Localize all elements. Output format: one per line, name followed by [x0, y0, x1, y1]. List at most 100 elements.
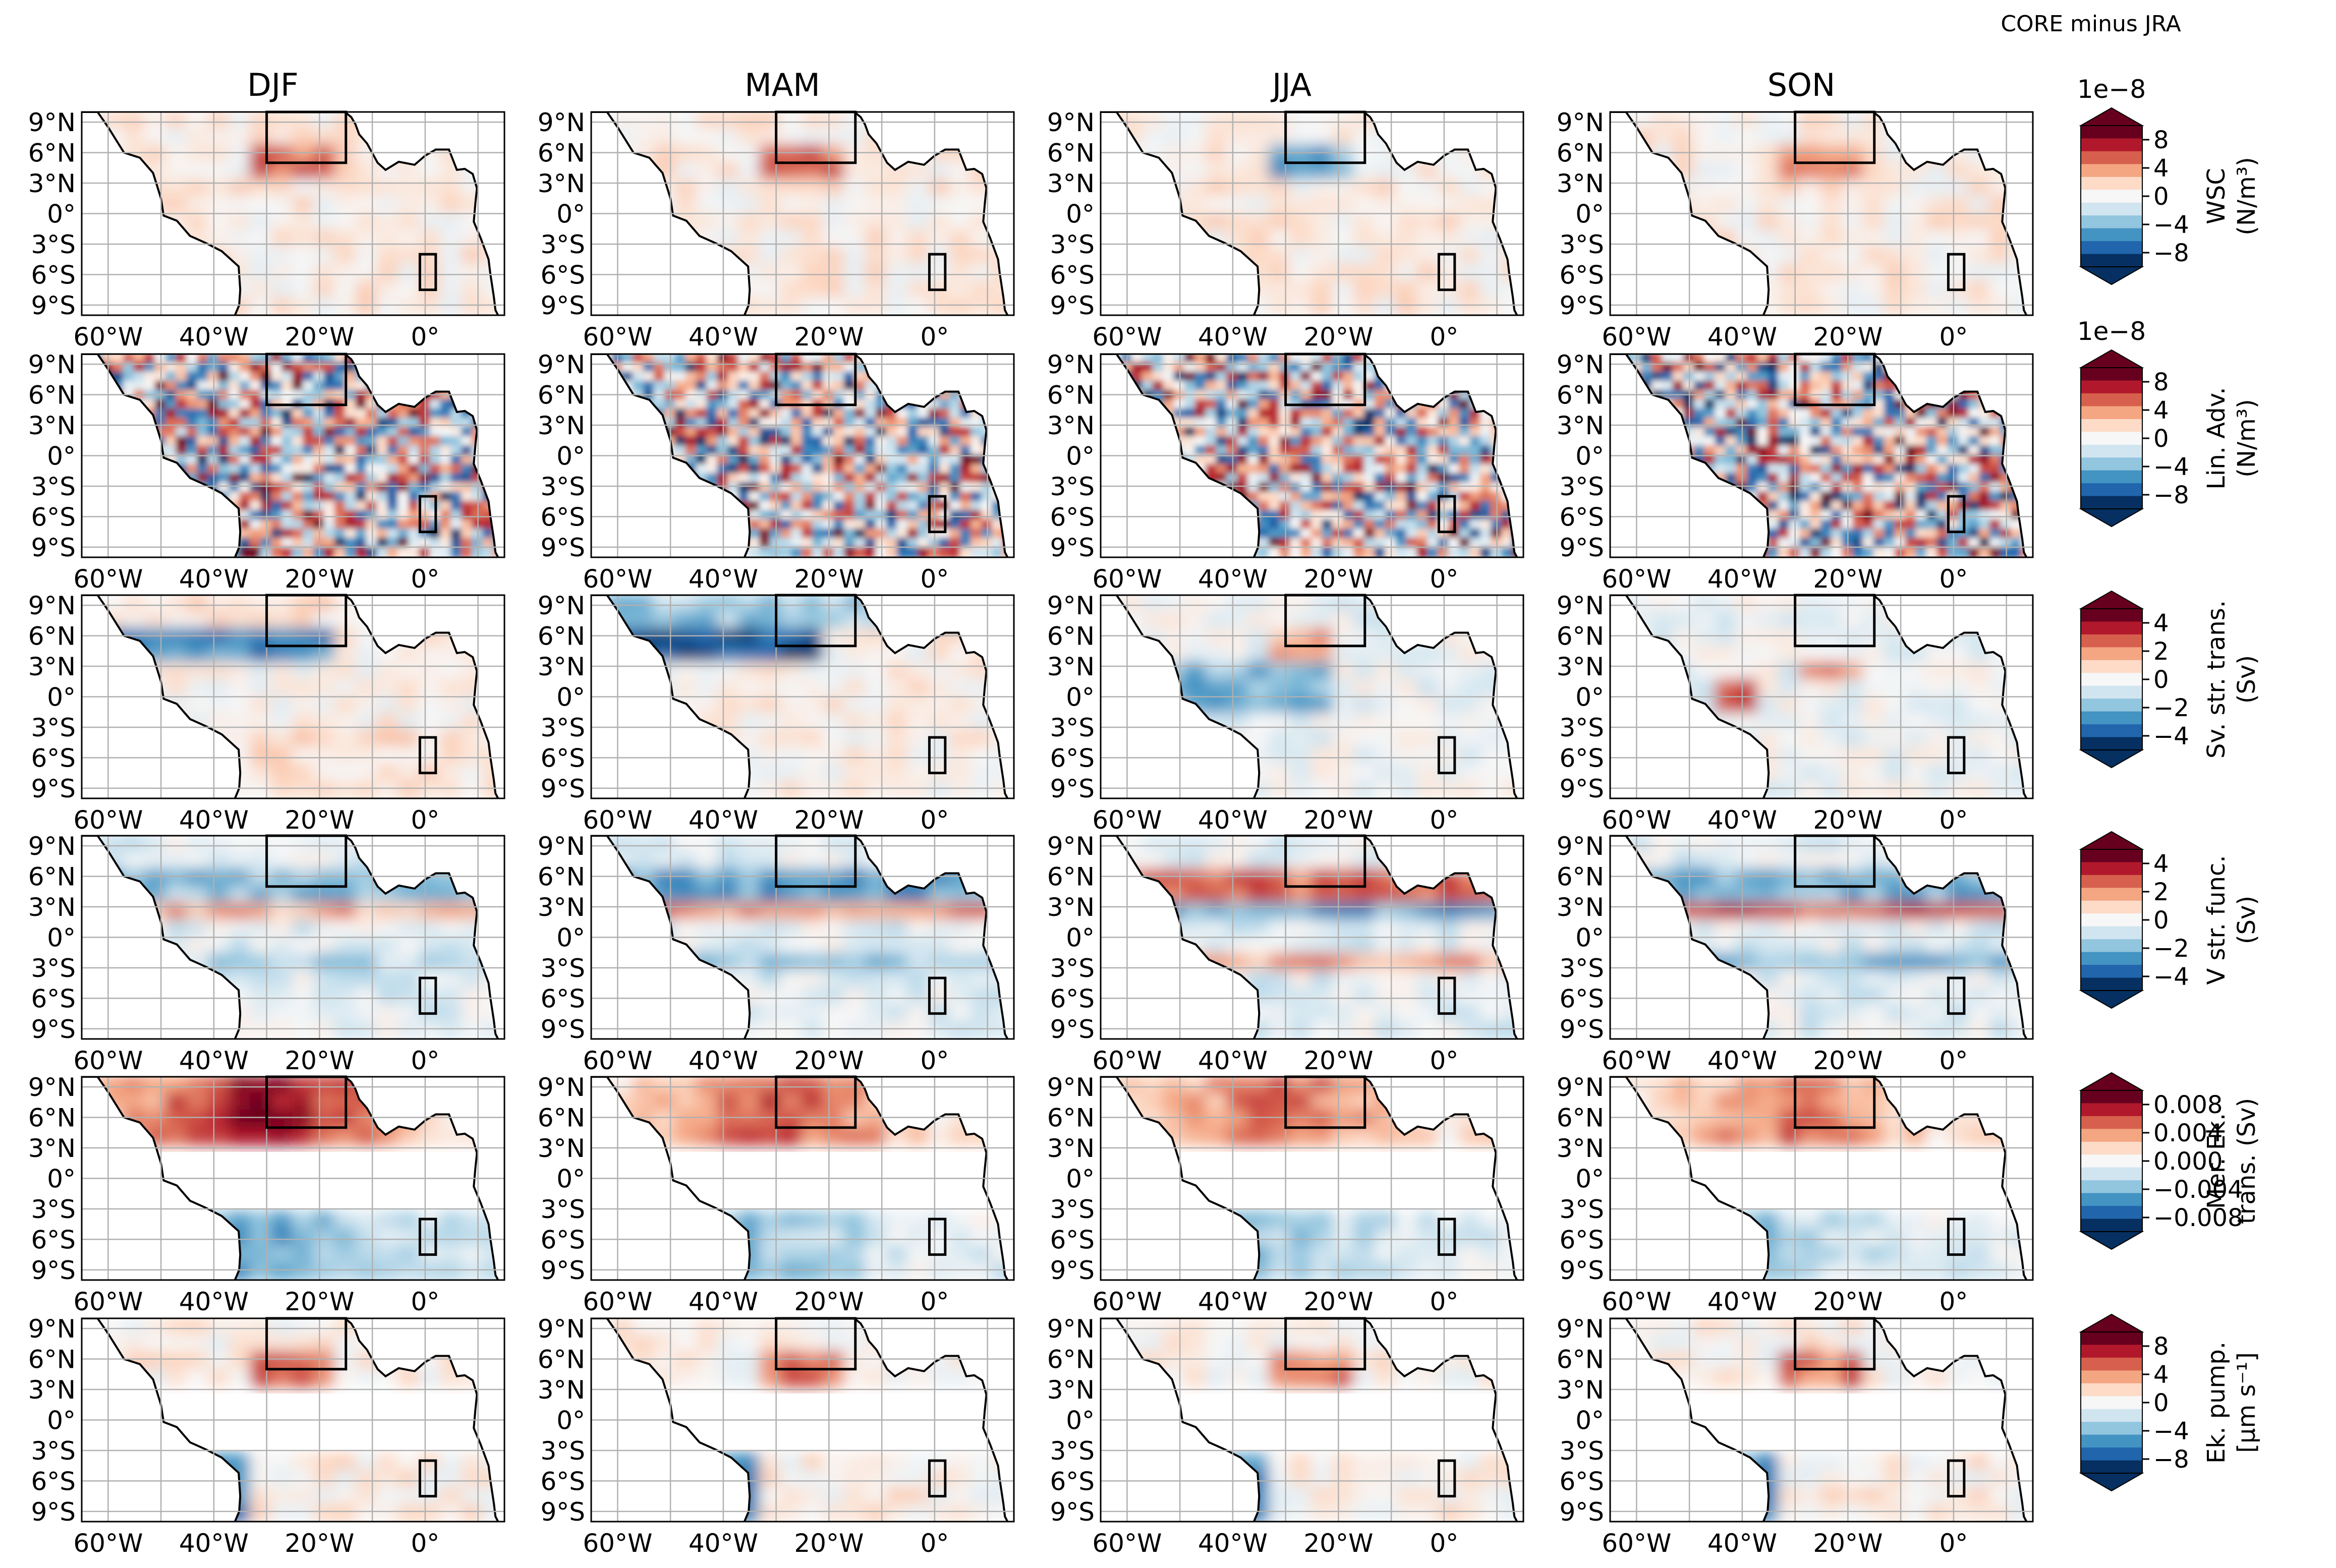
panel-frame	[590, 111, 1015, 316]
lat-tick-label: 9°S	[1050, 1256, 1095, 1285]
panel-jja-row5: 9°N6°N3°N0°3°S6°S9°S60°W 40°W 20°W 0°	[1047, 1073, 1524, 1316]
lon-tick-label: 60°W	[1602, 805, 1671, 835]
colorbar-tick-label: 0.000	[2153, 1147, 2223, 1176]
lat-tick-label: 3°S	[1050, 713, 1095, 742]
lat-tick-label: 9°S	[1050, 1497, 1095, 1527]
colorbar-label-line2: (Sv)	[2233, 896, 2261, 944]
lat-tick-label: 6°S	[1559, 1467, 1604, 1496]
south-box	[928, 495, 947, 534]
lat-tick-label: 0°	[556, 200, 585, 229]
south-box	[418, 1459, 437, 1498]
lat-tick-label: 9°S	[1559, 1256, 1604, 1285]
lat-tick-label: 6°N	[1557, 622, 1604, 651]
colorbar-tick-label: −4	[2153, 1417, 2189, 1445]
coastline-africa	[1363, 354, 1518, 557]
coastline-south-america	[82, 354, 242, 557]
lat-tick-label: 3°S	[1050, 954, 1095, 983]
lat-tick-label: 9°N	[1557, 1073, 1604, 1102]
lon-tick-label: 0°	[1939, 564, 1968, 594]
lat-tick-label: 6°S	[1559, 984, 1604, 1013]
lat-tick-label: 9°S	[540, 533, 585, 562]
lon-tick-label: 20°W	[284, 1529, 354, 1558]
lat-tick-label: 9°S	[31, 1497, 76, 1527]
coastline-africa	[1872, 836, 2028, 1039]
colorbar-row3: 420−2−4 Sv. str. trans. (Sv)	[2079, 590, 2261, 769]
south-box	[418, 1217, 437, 1256]
colorbar-tick-label: 0	[2153, 906, 2169, 935]
panel-jja-row1: 9°N6°N3°N0°3°S6°S9°S60°W 40°W 20°W 0°	[1047, 108, 1524, 352]
figure-suptitle: CORE minus JRA	[2001, 11, 2181, 37]
colorbar-tick-label: −8	[2153, 481, 2189, 509]
lon-tick-label: 60°W	[583, 1529, 652, 1558]
lat-tick-label: 9°N	[538, 591, 585, 620]
lat-tick-label: 9°S	[540, 774, 585, 803]
colorbar-tick-label: −8	[2153, 1445, 2189, 1474]
lat-tick-label: 3°S	[540, 1195, 585, 1224]
panel-frame	[1609, 835, 2034, 1040]
lon-tick-label: 20°W	[284, 322, 354, 352]
lat-tick-label: 3°N	[28, 411, 76, 440]
lat-tick-label: 6°S	[540, 1225, 585, 1254]
south-box	[418, 495, 437, 534]
lat-tick-label: 0°	[1575, 200, 1604, 229]
colorbar-label-line1: Lin. Adv.	[2202, 387, 2231, 489]
lat-tick-label: 6°N	[1557, 862, 1604, 892]
lon-tick-label: 60°W	[583, 322, 652, 352]
lon-tick-label: 0°	[411, 564, 439, 594]
lat-tick-label: 0°	[47, 1165, 76, 1194]
lon-tick-label: 20°W	[1813, 564, 1883, 594]
lat-tick-label: 3°N	[1557, 1375, 1604, 1405]
lon-tick-label: 0°	[411, 805, 439, 835]
lat-tick-label: 9°N	[538, 350, 585, 379]
lon-tick-label: 20°W	[794, 564, 864, 594]
panel-son-row1: 9°N6°N3°N0°3°S6°S9°S60°W 40°W 20°W 0°	[1557, 108, 2034, 352]
lat-tick-label: 9°N	[1047, 591, 1095, 620]
colorbar-tick-label: −4	[2153, 211, 2189, 239]
coastline-africa	[853, 836, 1009, 1039]
lat-tick-label: 6°S	[1050, 502, 1095, 532]
lat-tick-label: 6°N	[28, 622, 76, 651]
lon-tick-label: 20°W	[1303, 564, 1373, 594]
coastline-south-america	[82, 836, 242, 1039]
lat-tick-label: 6°N	[1047, 622, 1095, 651]
panel-djf-row4: 9°N6°N3°N0°3°S6°S9°S60°W 40°W 20°W 0°	[28, 832, 505, 1075]
south-box	[1437, 736, 1456, 775]
panel-frame	[81, 594, 505, 799]
lon-tick-label: 0°	[920, 322, 949, 352]
colorbar-label-line2: (Sv)	[2233, 655, 2261, 704]
lon-tick-label: 0°	[920, 564, 949, 594]
coastline-africa	[1363, 836, 1518, 1039]
lon-tick-label: 60°W	[1092, 1529, 1162, 1558]
lon-tick-label: 20°W	[1813, 1287, 1883, 1316]
lon-tick-label: 40°W	[179, 805, 249, 835]
lat-tick-label: 9°N	[538, 1073, 585, 1102]
lon-tick-label: 0°	[411, 1529, 439, 1558]
lon-tick-label: 0°	[1430, 1287, 1458, 1316]
lat-tick-label: 0°	[1066, 1406, 1095, 1435]
coastline-south-america	[1101, 354, 1261, 557]
lat-tick-label: 0°	[1575, 442, 1604, 471]
lon-tick-label: 20°W	[1303, 322, 1373, 352]
lat-tick-label: 3°N	[1047, 411, 1095, 440]
panel-frame	[1100, 1317, 1524, 1523]
panel-son-row6: 9°N6°N3°N0°3°S6°S9°S60°W 40°W 20°W 0°	[1557, 1314, 2034, 1558]
lat-tick-label: 3°N	[28, 1375, 76, 1405]
lon-tick-label: 0°	[1939, 322, 1968, 352]
coastline-africa	[853, 354, 1009, 557]
colorbar-tick-label: 4	[2153, 154, 2169, 183]
season-title-mam: MAM	[745, 67, 820, 103]
coastline-south-america	[591, 595, 751, 798]
lon-tick-label: 0°	[920, 1046, 949, 1075]
lon-tick-label: 60°W	[73, 1529, 143, 1558]
lat-tick-label: 0°	[556, 923, 585, 953]
lon-tick-label: 60°W	[1092, 805, 1162, 835]
coastline-south-america	[1610, 354, 1770, 557]
lon-tick-label: 60°W	[73, 805, 143, 835]
south-box	[928, 976, 947, 1015]
lat-tick-label: 9°N	[1047, 350, 1095, 379]
panel-mam-row3: 9°N6°N3°N0°3°S6°S9°S60°W 40°W 20°W 0°	[538, 591, 1015, 835]
lat-tick-label: 6°N	[1047, 139, 1095, 168]
coastline-south-america	[1610, 1077, 1770, 1280]
coastline-south-america	[591, 354, 751, 557]
